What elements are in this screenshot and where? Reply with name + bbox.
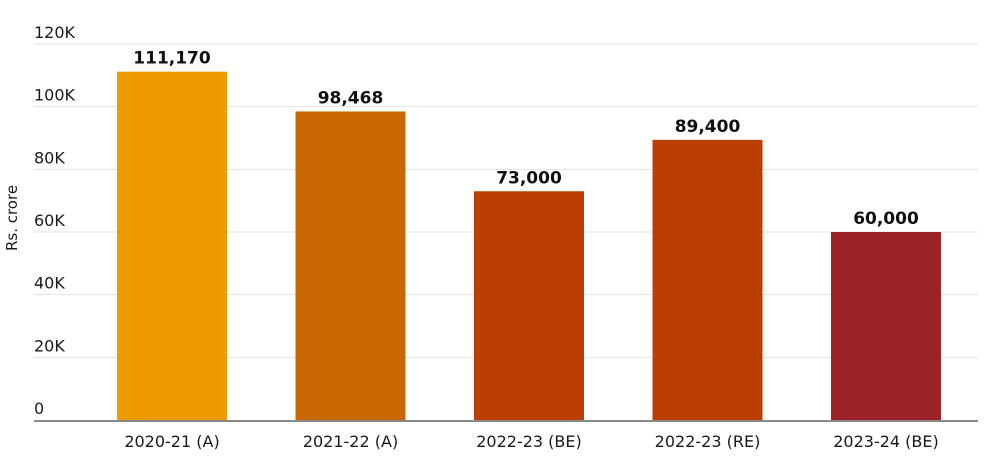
y-tick-label: 20K: [34, 336, 65, 355]
y-tick-label: 40K: [34, 274, 65, 293]
x-tick-label: 2022-23 (RE): [655, 432, 761, 451]
bar: [295, 111, 406, 421]
x-tick-label: 2023-24 (BE): [833, 432, 939, 451]
y-tick-label: 80K: [34, 148, 65, 167]
bar: [652, 139, 763, 420]
bars: [117, 71, 941, 421]
bar: [117, 71, 227, 421]
y-tick-label: 100K: [34, 86, 76, 105]
y-tick-label: 120K: [34, 23, 76, 42]
x-tick-label: 2022-23 (BE): [476, 432, 582, 451]
bar: [474, 191, 584, 420]
data-label: 98,468: [318, 88, 384, 108]
y-tick-label: 0: [34, 399, 44, 418]
data-label: 89,400: [675, 117, 741, 137]
data-label: 60,000: [853, 209, 919, 229]
data-label: 111,170: [133, 49, 211, 69]
x-tick-label: 2020-21 (A): [124, 432, 219, 451]
data-labels: 111,170 98,468 73,000 89,400 60,000: [133, 49, 919, 229]
x-axis-ticks: 2020-21 (A) 2021-22 (A) 2022-23 (BE) 2022-2…: [124, 432, 938, 451]
bar: [831, 232, 941, 420]
y-tick-label: 60K: [34, 211, 65, 230]
data-label: 73,000: [496, 168, 562, 188]
y-axis-title: Rs. crore: [3, 185, 21, 251]
x-tick-label: 2021-22 (A): [303, 432, 398, 451]
y-axis-ticks: 0 20K 40K 60K 80K 100K 120K: [34, 23, 76, 418]
